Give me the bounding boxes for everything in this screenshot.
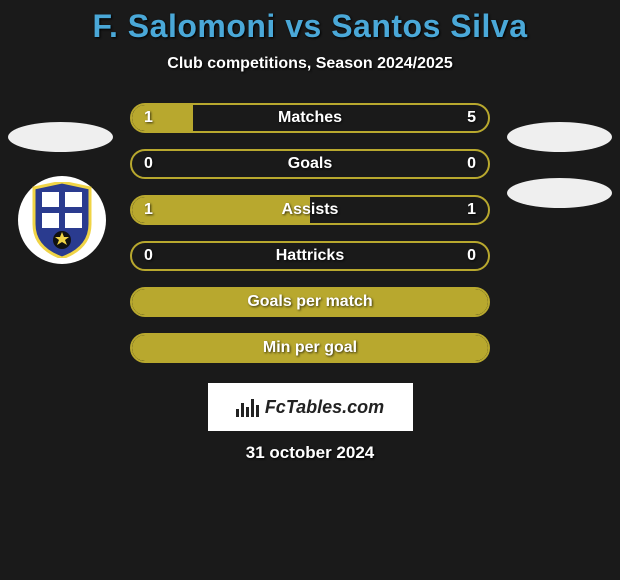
stat-row: Goals per match [130,287,490,317]
comparison-title: F. Salomoni vs Santos Silva [0,8,620,45]
stat-label: Assists [282,201,339,219]
comparison-subtitle: Club competitions, Season 2024/2025 [0,55,620,73]
stat-value-right: 1 [467,201,476,219]
player-right-club-avatar [507,178,612,208]
stat-label: Min per goal [263,339,357,357]
player-left-club-badge [18,176,106,264]
brand-text: FcTables.com [265,397,384,418]
stat-bars: 1 Matches 5 0 Goals 0 1 Assists 1 0 Hattricks 0 Goal… [130,103,490,363]
stat-row: 0 Goals 0 [130,149,490,179]
stat-row: 0 Hattricks 0 [130,241,490,271]
bar-chart-icon [236,397,259,417]
stat-label: Matches [278,109,342,127]
stat-value-left: 1 [144,109,153,127]
player-left-avatar [8,122,113,152]
stat-fill [132,105,193,131]
stat-row: 1 Matches 5 [130,103,490,133]
stat-value-left: 1 [144,201,153,219]
stat-label: Goals per match [247,293,372,311]
stat-label: Goals [288,155,332,173]
stat-value-right: 0 [467,247,476,265]
brand-logo: FcTables.com [208,383,413,431]
shield-icon [32,182,92,258]
player-right-avatar [507,122,612,152]
stat-row: 1 Assists 1 [130,195,490,225]
stat-value-left: 0 [144,155,153,173]
stat-label: Hattricks [276,247,344,265]
stat-value-right: 5 [467,109,476,127]
footer-date: 31 october 2024 [0,443,620,463]
stat-value-right: 0 [467,155,476,173]
stat-value-left: 0 [144,247,153,265]
stat-row: Min per goal [130,333,490,363]
